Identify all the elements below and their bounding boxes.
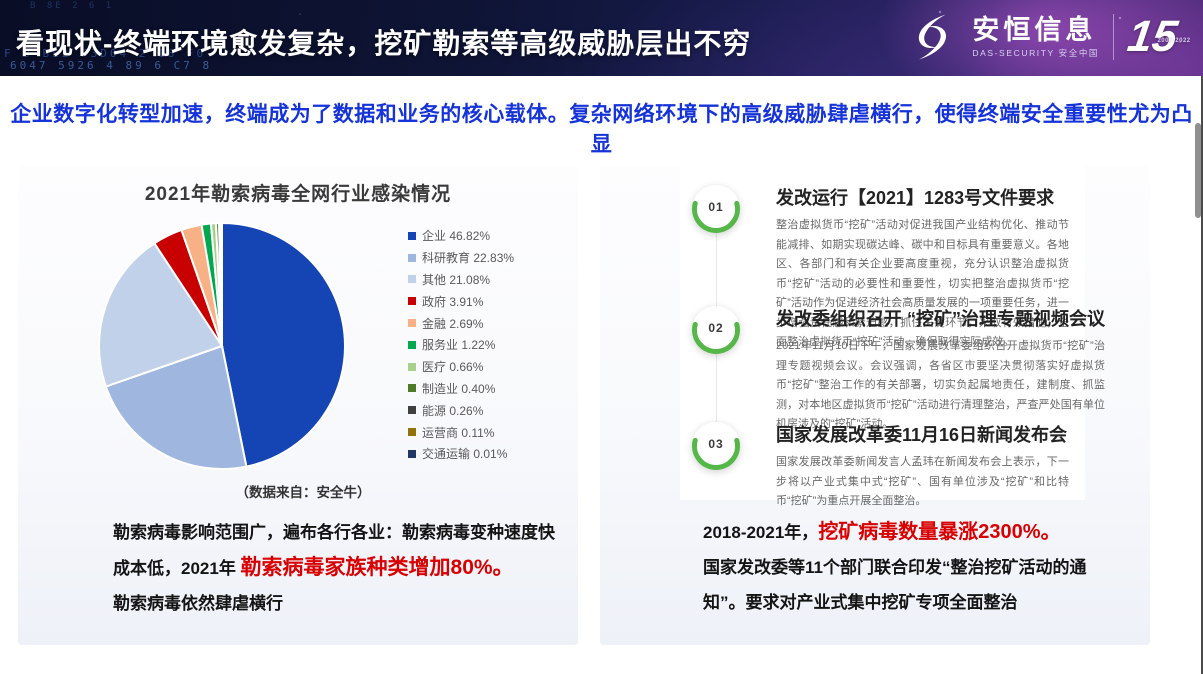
brand-name: 安恒信息 xyxy=(972,14,1097,45)
legend-label: 制造业 0.40% xyxy=(422,381,496,396)
anniversary-badge: 2007-2022 xyxy=(1157,38,1191,44)
legend-label: 交通运输 0.01% xyxy=(422,447,508,462)
legend-item: 科研教育 22.83% xyxy=(408,247,514,269)
timeline-title: 发改委组织召开 “挖矿”治理专题视频会议 xyxy=(776,309,1105,329)
header-banner: B 8E 2 6 1 F 0 BE2 F3D04 2 18 F0 6047 59… xyxy=(0,0,1203,76)
legend-item: 医疗 0.66% xyxy=(408,356,514,378)
legend-label: 运营商 0.11% xyxy=(422,425,495,440)
pie-slice xyxy=(221,221,346,468)
legend-swatch xyxy=(408,297,416,306)
timeline-body: 整治虚拟货币“挖矿”活动对促进我国产业结构优化、推动节能减排、如期实现碳达峰、碳… xyxy=(776,219,1069,348)
pie-slice xyxy=(98,241,224,388)
timeline-number: 02 xyxy=(708,321,724,335)
legend-swatch xyxy=(408,449,416,458)
slide-title: 看现状-终端环境愈发复杂，挖矿勒索等高级威胁层出不穷 xyxy=(16,28,752,59)
legend-swatch xyxy=(408,428,416,437)
legend-label: 企业 46.82% xyxy=(422,229,491,244)
hex-decor-1: F 0 BE2 F3D04 2 18 F0 xyxy=(4,47,207,60)
mining-summary: 2018-2021年，挖矿病毒数量暴涨2300%。 国家发改委等11个部门联合印… xyxy=(703,515,1105,620)
timeline-content: 发改委组织召开 “挖矿”治理专题视频会议 2021年11月10日下午，国家发展改… xyxy=(776,306,1105,435)
timeline-item: 03 国家发展改革委11月16日新闻发布会 国家发展改革委新闻发言人孟玮在新闻发… xyxy=(692,422,1069,512)
legend-item: 金融 2.69% xyxy=(408,312,514,334)
chart-title: 2021年勒索病毒全网行业感染情况 xyxy=(144,184,452,205)
legend-label: 其他 21.08% xyxy=(422,272,491,287)
timeline-step-icon: 02 xyxy=(692,306,740,354)
legend-item: 运营商 0.11% xyxy=(408,421,514,443)
pie-chart xyxy=(98,221,346,470)
summary-text: 勒索病毒影响范围广，遍布各行各业：勒索病毒变种速度快成本低，2021年 xyxy=(113,523,555,578)
legend-item: 企业 46.82% xyxy=(408,225,514,247)
chart-source-note: （数据来自：安全牛） xyxy=(235,485,371,500)
legend-label: 政府 3.91% xyxy=(422,294,484,309)
anniversary-logo: 15 2007-2022 xyxy=(1124,11,1191,63)
legend-item: 服务业 1.22% xyxy=(408,334,514,356)
summary-text-post: 勒索病毒依然肆虐横行 xyxy=(113,594,283,613)
legend-swatch xyxy=(408,362,416,371)
legend-label: 医疗 0.66% xyxy=(422,360,484,375)
slide-subtitle: 企业数字化转型加速，终端成为了数据和业务的核心载体。复杂网络环境下的高级威胁肆虐… xyxy=(10,103,1193,156)
legend-swatch xyxy=(408,275,416,284)
hex-decor-2: 6047 5926 4 89 6 C7 8 xyxy=(10,59,213,72)
summary-text-post: 国家发改委等11个部门联合印发“整治挖矿活动的通知”。要求对产业式集中挖矿专项全… xyxy=(703,558,1087,612)
legend-label: 科研教育 22.83% xyxy=(422,251,515,266)
summary-text: 2018-2021年， xyxy=(703,523,819,542)
timeline-content: 国家发展改革委11月16日新闻发布会 国家发展改革委新闻发言人孟玮在新闻发布会上… xyxy=(776,422,1069,512)
ransomware-card: 2021年勒索病毒全网行业感染情况 企业 46.82% 科研教育 22.83% … xyxy=(18,165,578,645)
legend-swatch xyxy=(408,231,416,240)
timeline-title: 发改运行【2021】1283号文件要求 xyxy=(776,188,1055,208)
timeline: 01 发改运行【2021】1283号文件要求 整治虚拟货币“挖矿”活动对促进我国… xyxy=(680,165,1105,507)
scrollbar-thumb[interactable] xyxy=(1195,123,1201,218)
timeline-content: 发改运行【2021】1283号文件要求 整治虚拟货币“挖矿”活动对促进我国产业结… xyxy=(776,185,1069,353)
timeline-number: 03 xyxy=(708,437,724,451)
timeline-body: 国家发展改革委新闻发言人孟玮在新闻发布会上表示，下一步将以产业式集中式“挖矿”、… xyxy=(776,456,1069,507)
timeline-title: 国家发展改革委11月16日新闻发布会 xyxy=(776,425,1068,445)
logo-divider xyxy=(1113,14,1115,60)
summary-highlight: 挖矿病毒数量暴涨2300%。 xyxy=(818,521,1061,543)
hex-decor-0: B 8E 2 6 1 xyxy=(30,1,115,11)
brand-name-block: 安恒信息 DAS-SECURITY 安全中国 xyxy=(972,16,1099,59)
legend-item: 制造业 0.40% xyxy=(408,378,514,400)
legend-swatch xyxy=(408,406,416,415)
brand-subtitle: DAS-SECURITY 安全中国 xyxy=(972,47,1100,58)
brand-logo: 安恒信息 DAS-SECURITY 安全中国 15 2007-2022 xyxy=(906,11,1191,63)
timeline-number: 01 xyxy=(708,200,724,214)
legend-label: 金融 2.69% xyxy=(422,316,484,331)
scrollbar-track[interactable] xyxy=(1201,76,1203,674)
timeline-item: 02 发改委组织召开 “挖矿”治理专题视频会议 2021年11月10日下午，国家… xyxy=(692,306,1105,435)
legend-swatch xyxy=(408,253,416,262)
chart-legend: 企业 46.82% 科研教育 22.83% 其他 21.08% 政府 3.91%… xyxy=(408,225,514,465)
legend-item: 能源 0.26% xyxy=(408,399,514,421)
das-swoosh-icon xyxy=(919,14,947,60)
legend-item: 政府 3.91% xyxy=(408,290,514,312)
legend-label: 能源 0.26% xyxy=(422,403,484,418)
mining-policy-card: 01 发改运行【2021】1283号文件要求 整治虚拟货币“挖矿”活动对促进我国… xyxy=(600,165,1150,645)
timeline-item: 01 发改运行【2021】1283号文件要求 整治虚拟货币“挖矿”活动对促进我国… xyxy=(692,185,1069,353)
legend-swatch xyxy=(408,340,416,349)
legend-item: 交通运输 0.01% xyxy=(408,443,514,465)
timeline-step-icon: 03 xyxy=(692,422,740,470)
legend-swatch xyxy=(408,384,416,393)
timeline-body: 2021年11月10日下午，国家发展改革委组织召开虚拟货币“挖矿”治理专题视频会… xyxy=(776,340,1105,430)
summary-highlight: 勒索病毒家族种类增加80%。 xyxy=(240,556,514,579)
legend-label: 服务业 1.22% xyxy=(422,338,496,353)
timeline-step-icon: 01 xyxy=(692,185,740,233)
pie-slice xyxy=(104,344,248,470)
legend-swatch xyxy=(408,319,416,328)
legend-item: 其他 21.08% xyxy=(408,269,514,291)
ransomware-summary: 勒索病毒影响范围广，遍布各行各业：勒索病毒变种速度快成本低，2021年 勒索病毒… xyxy=(113,515,555,621)
